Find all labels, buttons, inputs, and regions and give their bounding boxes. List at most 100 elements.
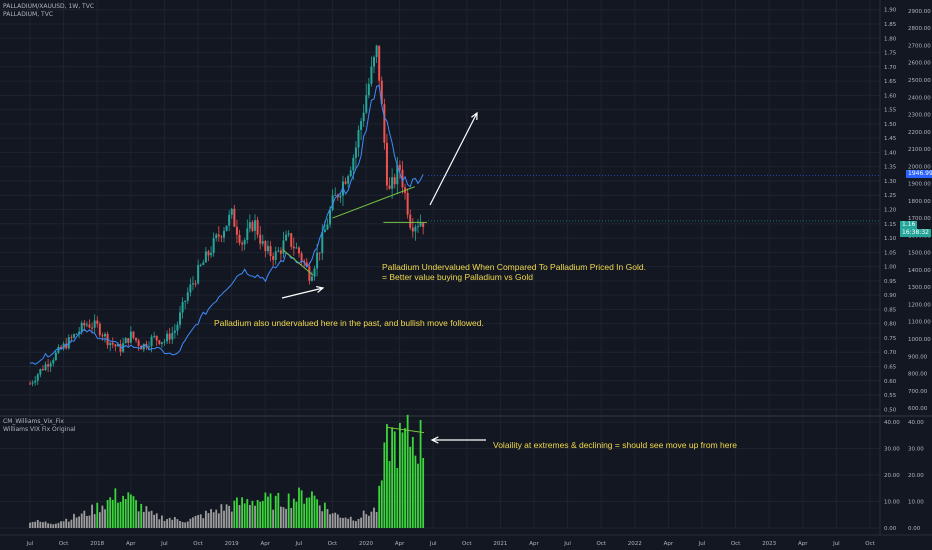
candle-body: [98, 323, 101, 336]
vix-bar: [96, 502, 99, 528]
vix-bar: [347, 518, 350, 528]
candle-body: [202, 262, 205, 265]
x-axis-tick: Oct: [596, 541, 606, 547]
candle-body: [147, 346, 150, 348]
vix-bar: [109, 497, 112, 528]
candle-body: [70, 337, 73, 339]
annotation-undervalued: Palladium Undervalued When Compared To P…: [382, 262, 646, 272]
candle-body: [31, 382, 34, 384]
vix-bar: [349, 516, 352, 528]
vix-bar: [223, 510, 225, 528]
right-axis-tick: 1800.00: [908, 199, 931, 205]
trendline-support: [332, 186, 415, 219]
vix-bar: [140, 503, 143, 528]
indicator-legend[interactable]: CM_Williams_Vix_Fix: [3, 418, 64, 425]
candle-body: [212, 238, 215, 254]
candle-body: [204, 251, 207, 263]
candle-body: [153, 335, 156, 337]
vix-bar: [119, 501, 122, 528]
candle-body: [135, 337, 138, 341]
candle-body: [78, 331, 81, 334]
candle-body: [279, 250, 282, 254]
candle-body: [163, 341, 166, 343]
candle-body: [256, 220, 259, 235]
candle-body: [383, 104, 386, 143]
candle-body: [344, 181, 347, 184]
vix-bar: [65, 518, 68, 528]
candle-body: [85, 324, 88, 326]
candle-body: [191, 283, 194, 285]
arrow-2019-bottom-head: [316, 285, 325, 293]
vix-bar: [75, 517, 78, 528]
vix-bar: [261, 500, 264, 528]
overlay-legend[interactable]: PALLADIUM, TVC: [3, 11, 53, 18]
right-axis-tick: 900.00: [908, 354, 928, 360]
left-axis-tick: 0.60: [884, 379, 897, 385]
candle-body: [419, 222, 422, 227]
right-axis-tick: 2900.00: [908, 9, 931, 15]
x-axis-tick: Jul: [832, 541, 840, 547]
vix-bar: [163, 520, 166, 528]
candle-body: [385, 142, 388, 186]
symbol-legend[interactable]: PALLADIUM/XAUUSD, 1W, TVC: [3, 3, 95, 10]
candle-body: [367, 83, 370, 96]
x-axis-tick: 2020: [359, 541, 373, 547]
right-axis-tick: 1200.00: [908, 302, 931, 308]
vix-axis-tick-left: 0.00: [884, 526, 897, 532]
vix-bar: [241, 497, 244, 528]
vix-declining-line: [386, 426, 425, 434]
vix-bar: [212, 512, 215, 528]
candle-body: [114, 344, 117, 347]
candle-body: [375, 45, 378, 58]
candle-body: [29, 383, 31, 385]
vix-bar: [360, 517, 362, 528]
vix-bar: [272, 509, 275, 528]
vix-bar: [321, 511, 324, 528]
candle-body: [197, 265, 200, 284]
vix-bar: [114, 488, 117, 528]
candle-body: [44, 364, 47, 371]
vix-bar: [388, 461, 391, 528]
vix-bar: [259, 501, 262, 528]
vix-bar: [362, 510, 365, 528]
vix-bar: [83, 510, 86, 528]
vix-bar: [254, 505, 256, 528]
left-axis-tick: 1.25: [884, 193, 897, 199]
candle-body: [184, 300, 187, 302]
candle-body: [370, 66, 373, 84]
candle-body: [52, 360, 55, 364]
x-axis-tick: Apr: [529, 541, 539, 547]
vix-bar: [411, 436, 414, 528]
candle-body: [189, 284, 192, 293]
candle-body: [34, 380, 37, 383]
vix-bar: [181, 522, 184, 528]
vix-bar: [246, 499, 249, 528]
right-axis-tick: 2600.00: [908, 61, 931, 67]
indicator-sublegend[interactable]: Williams VIX Fix Original: [3, 426, 76, 433]
candle-body: [142, 343, 145, 350]
vix-axis-tick-left: 20.00: [884, 473, 900, 479]
candle-body: [80, 322, 83, 332]
candle-body: [67, 337, 70, 349]
candle-body: [393, 177, 396, 185]
candle-body: [313, 268, 316, 277]
vix-bar: [373, 507, 375, 528]
candle-body: [321, 232, 324, 254]
candle-body: [173, 330, 176, 333]
candle-body: [292, 246, 295, 249]
vix-bar: [342, 517, 344, 528]
vix-axis-tick-left: 40.00: [884, 420, 900, 426]
vix-bar: [137, 511, 140, 528]
vix-bar: [60, 521, 62, 528]
vix-bar: [380, 480, 383, 528]
left-axis-tick: 0.70: [884, 350, 897, 356]
vix-bar: [243, 503, 246, 528]
right-axis-tick: 1100.00: [908, 320, 931, 326]
candle-body: [132, 331, 135, 338]
vix-bar: [401, 432, 404, 528]
vix-bar: [422, 457, 425, 528]
vix-axis-tick-right: 0.00: [908, 526, 921, 532]
candle-body: [88, 324, 91, 328]
